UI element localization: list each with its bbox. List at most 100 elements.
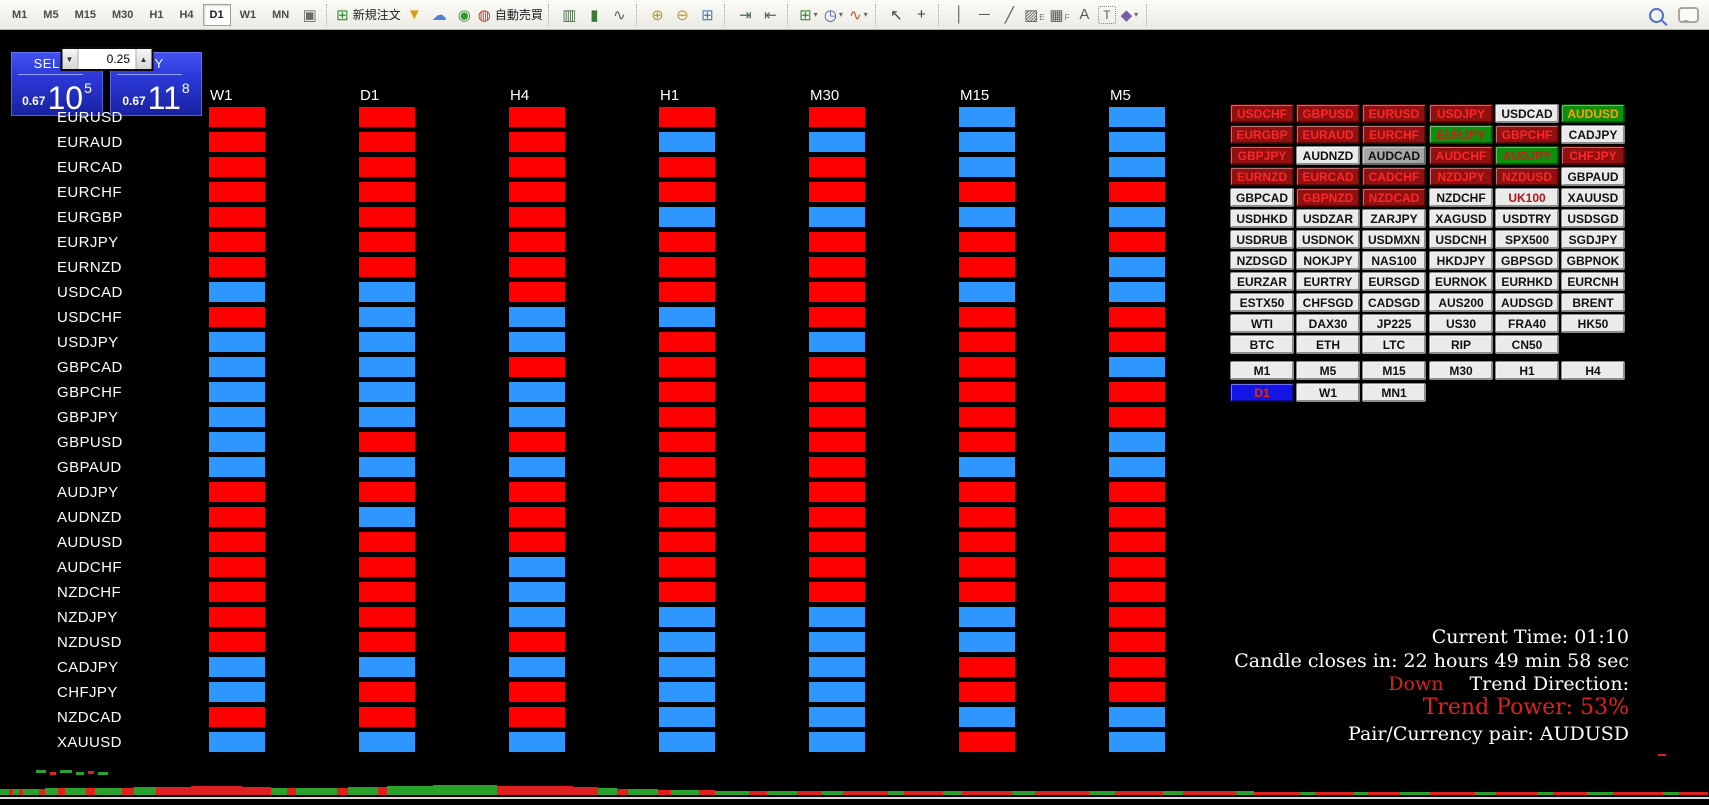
- symbol-button-zarjpy[interactable]: ZARJPY: [1362, 209, 1426, 228]
- volume-increase-button[interactable]: ▲: [135, 49, 151, 69]
- chart-shift-icon[interactable]: ⇤: [764, 6, 777, 24]
- zoom-in-icon[interactable]: ⊕: [651, 6, 664, 24]
- panel-timeframe-m30[interactable]: M30: [1429, 361, 1493, 380]
- symbol-button-eursgd[interactable]: EURSGD: [1362, 272, 1426, 291]
- symbol-button-gbpsgd[interactable]: GBPSGD: [1495, 251, 1559, 270]
- symbol-button-eurjpy[interactable]: EURJPY: [1429, 125, 1493, 144]
- symbol-button-gbpcad[interactable]: GBPCAD: [1230, 188, 1294, 207]
- crosshair-icon[interactable]: +: [916, 6, 926, 23]
- vertical-line-icon[interactable]: │: [954, 6, 965, 23]
- panel-timeframe-d1[interactable]: D1: [1230, 383, 1294, 402]
- toolbar-timeframe-m1[interactable]: M1: [12, 8, 28, 21]
- toolbar-timeframe-h1[interactable]: H1: [149, 8, 164, 21]
- symbol-button-usdnok[interactable]: USDNOK: [1296, 230, 1360, 249]
- symbol-button-btc[interactable]: BTC: [1230, 335, 1294, 354]
- zoom-out-icon[interactable]: ⊖: [676, 6, 689, 24]
- text-icon[interactable]: A: [1079, 6, 1090, 23]
- candlestick-chart-icon[interactable]: ▮: [590, 6, 599, 24]
- symbol-button-cn50[interactable]: CN50: [1495, 335, 1559, 354]
- symbol-button-nzdjpy[interactable]: NZDJPY: [1429, 167, 1493, 186]
- cursor-icon[interactable]: ↖: [890, 6, 903, 24]
- symbol-button-eurtry[interactable]: EURTRY: [1296, 272, 1360, 291]
- symbol-button-audcad[interactable]: AUDCAD: [1362, 146, 1426, 165]
- symbol-button-gbpaud[interactable]: GBPAUD: [1561, 167, 1625, 186]
- symbol-button-hk50[interactable]: HK50: [1561, 314, 1625, 333]
- templates-icon[interactable]: ∿ ▾: [849, 6, 868, 24]
- symbol-button-usdmxn[interactable]: USDMXN: [1362, 230, 1426, 249]
- symbol-button-spx500[interactable]: SPX500: [1495, 230, 1559, 249]
- line-chart-icon[interactable]: ∿: [613, 6, 626, 24]
- panel-timeframe-mn1[interactable]: MN1: [1362, 383, 1426, 402]
- symbol-button-euraud[interactable]: EURAUD: [1296, 125, 1360, 144]
- symbol-button-cadsgd[interactable]: CADSGD: [1362, 293, 1426, 312]
- toolbar-timeframe-mn[interactable]: MN: [272, 8, 290, 21]
- search-icon[interactable]: [1649, 7, 1664, 23]
- volume-input[interactable]: 0.25: [78, 49, 135, 69]
- equidistant-channel-icon[interactable]: ▨ E: [1024, 6, 1045, 24]
- symbol-button-brent[interactable]: BRENT: [1561, 293, 1625, 312]
- panel-timeframe-m5[interactable]: M5: [1296, 361, 1360, 380]
- symbol-button-dax30[interactable]: DAX30: [1296, 314, 1360, 333]
- symbol-button-uk100[interactable]: UK100: [1495, 188, 1559, 207]
- symbol-button-eth[interactable]: ETH: [1296, 335, 1360, 354]
- trendline-icon[interactable]: ╱: [1004, 6, 1014, 24]
- symbol-button-eurnok[interactable]: EURNOK: [1429, 272, 1493, 291]
- symbol-button-usdrub[interactable]: USDRUB: [1230, 230, 1294, 249]
- new-order-button[interactable]: ⊞ 新規注文: [336, 6, 401, 24]
- symbol-button-gbpchf[interactable]: GBPCHF: [1495, 125, 1559, 144]
- symbol-button-eurusd[interactable]: EURUSD: [1362, 104, 1426, 123]
- symbol-button-xagusd[interactable]: XAGUSD: [1429, 209, 1493, 228]
- symbol-button-nzdcad[interactable]: NZDCAD: [1362, 188, 1426, 207]
- tile-windows-icon[interactable]: ⊞: [701, 6, 714, 24]
- symbol-button-wti[interactable]: WTI: [1230, 314, 1294, 333]
- auto-trading-button[interactable]: ◍ 自動売買: [477, 6, 543, 24]
- symbol-button-usdtry[interactable]: USDTRY: [1495, 209, 1559, 228]
- symbol-button-eurhkd[interactable]: EURHKD: [1495, 272, 1559, 291]
- arrows-icon[interactable]: ◆ ▾: [1120, 6, 1139, 24]
- symbol-button-gbpnzd[interactable]: GBPNZD: [1296, 188, 1360, 207]
- signals-icon[interactable]: ◉: [457, 6, 471, 24]
- symbol-button-eurnzd[interactable]: EURNZD: [1230, 167, 1294, 186]
- symbol-button-nzdusd[interactable]: NZDUSD: [1495, 167, 1559, 186]
- symbol-button-audnzd[interactable]: AUDNZD: [1296, 146, 1360, 165]
- symbol-button-nzdsgd[interactable]: NZDSGD: [1230, 251, 1294, 270]
- panel-timeframe-m1[interactable]: M1: [1230, 361, 1294, 380]
- symbol-button-usdsgd[interactable]: USDSGD: [1561, 209, 1625, 228]
- symbol-button-usdcad[interactable]: USDCAD: [1495, 104, 1559, 123]
- symbol-button-cadjpy[interactable]: CADJPY: [1561, 125, 1625, 144]
- fibonacci-icon[interactable]: ▦ F: [1049, 6, 1070, 24]
- symbol-button-nzdchf[interactable]: NZDCHF: [1429, 188, 1493, 207]
- symbol-button-eurzar[interactable]: EURZAR: [1230, 272, 1294, 291]
- symbol-button-eurcnh[interactable]: EURCNH: [1561, 272, 1625, 291]
- symbol-button-chfsgd[interactable]: CHFSGD: [1296, 293, 1360, 312]
- toolbar-timeframe-m5[interactable]: M5: [43, 8, 59, 21]
- symbol-button-rip[interactable]: RIP: [1429, 335, 1493, 354]
- comment-bubble-icon[interactable]: [1678, 7, 1699, 23]
- symbol-button-hkdjpy[interactable]: HKDJPY: [1429, 251, 1493, 270]
- metaeditor-icon[interactable]: ▼: [406, 6, 422, 23]
- new-chart-icon[interactable]: ⊞ ▾: [799, 6, 818, 24]
- periods-icon[interactable]: ◷ ▾: [823, 6, 843, 24]
- symbol-button-usdcnh[interactable]: USDCNH: [1429, 230, 1493, 249]
- symbol-button-gbpusd[interactable]: GBPUSD: [1296, 104, 1360, 123]
- symbol-button-eurcad[interactable]: EURCAD: [1296, 167, 1360, 186]
- text-label-icon[interactable]: T: [1097, 5, 1116, 24]
- symbol-button-nokjpy[interactable]: NOKJPY: [1296, 251, 1360, 270]
- symbol-button-gbpnok[interactable]: GBPNOK: [1561, 251, 1625, 270]
- symbol-button-fra40[interactable]: FRA40: [1495, 314, 1559, 333]
- market-watch-icon[interactable]: ☁: [431, 6, 447, 24]
- symbol-button-usdhkd[interactable]: USDHKD: [1230, 209, 1294, 228]
- symbol-button-xauusd[interactable]: XAUUSD: [1561, 188, 1625, 207]
- toolbar-timeframe-d1[interactable]: D1: [202, 3, 231, 26]
- symbol-button-nas100[interactable]: NAS100: [1362, 251, 1426, 270]
- panel-timeframe-h4[interactable]: H4: [1561, 361, 1625, 380]
- auto-scroll-icon[interactable]: ⇥: [739, 6, 752, 24]
- toolbar-timeframe-w1[interactable]: W1: [239, 8, 257, 21]
- panel-timeframe-w1[interactable]: W1: [1296, 383, 1360, 402]
- volume-decrease-button[interactable]: ▼: [62, 49, 78, 69]
- symbol-button-usdchf[interactable]: USDCHF: [1230, 104, 1294, 123]
- symbol-button-ltc[interactable]: LTC: [1362, 335, 1426, 354]
- toolbar-timeframe-h4[interactable]: H4: [179, 8, 194, 21]
- symbol-button-usdzar[interactable]: USDZAR: [1296, 209, 1360, 228]
- symbol-button-chfjpy[interactable]: CHFJPY: [1561, 146, 1625, 165]
